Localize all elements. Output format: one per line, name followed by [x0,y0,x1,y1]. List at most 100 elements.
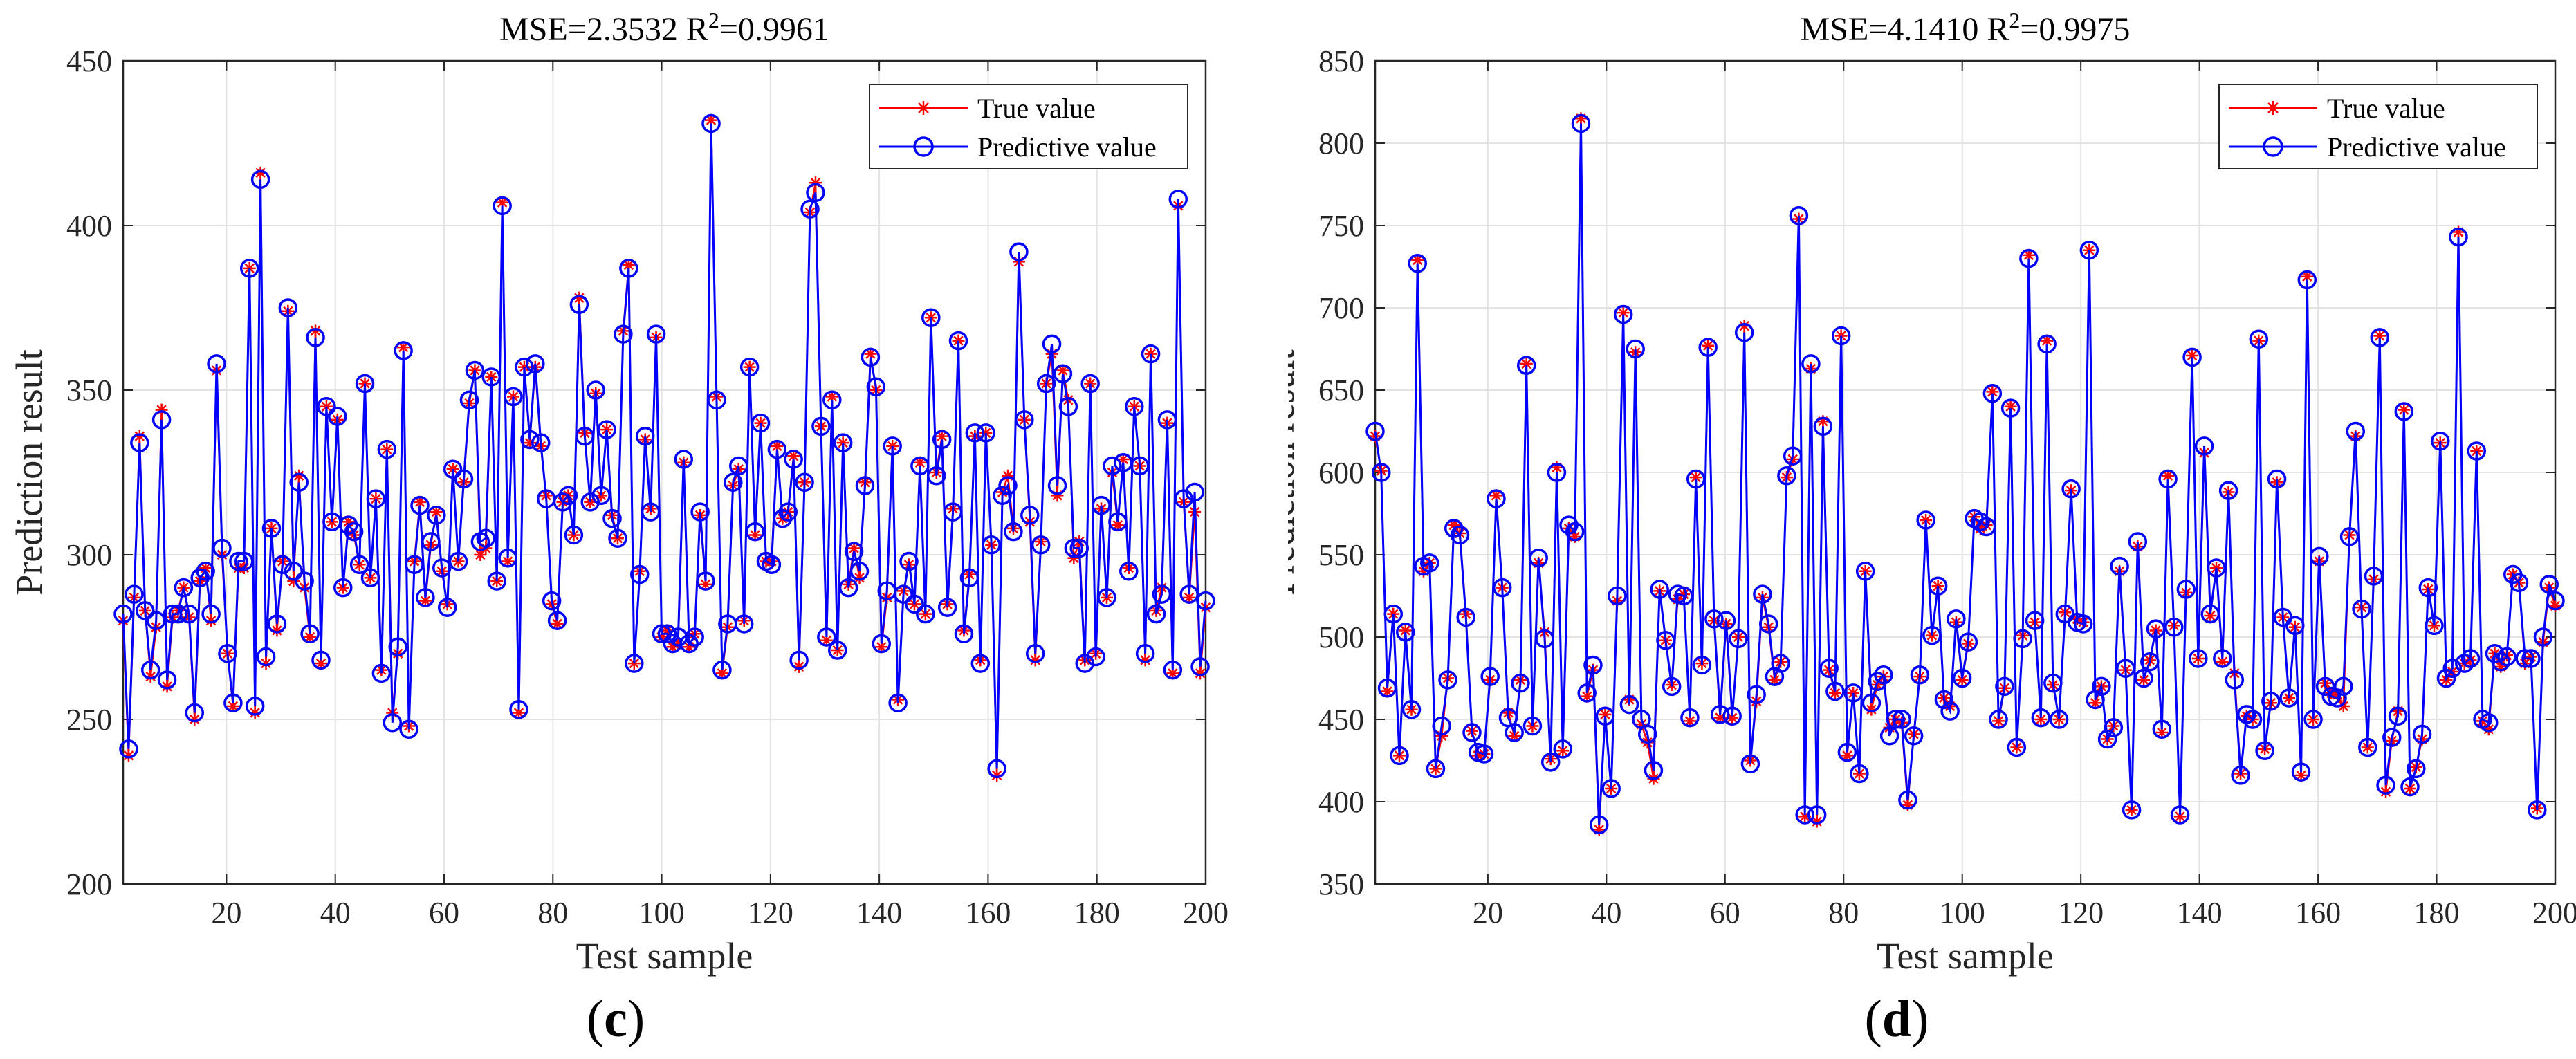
chart-d-pred-point [2467,441,2487,461]
chart-d-pred-point [2346,421,2366,441]
chart-c-pred-point [1168,190,1188,209]
chart-d-pred-point [1704,609,1724,629]
chart-d-x-axis-label: Test sample [1877,935,2054,977]
chart-d-x-tick-label: 60 [1710,896,1740,930]
chart-d-pred-point [2370,328,2390,347]
chart-d-pred-point [1910,665,1930,685]
chart-d-pred-point [1940,701,1960,721]
chart-c-pred-point [448,551,468,571]
chart-d-svg: 20 40 60 80 100 120 140 160 180 200 350 400 450 500 55… [1288,8,2576,977]
chart-d-pred-point [1747,685,1766,705]
chart-c-pred-point [932,430,952,450]
chart-c-true-point [864,347,877,360]
chart-d-pred-point [1650,580,1669,599]
chart-c-pred-point [509,699,528,719]
chart-d-pred-point [1583,655,1603,675]
chart-d-pred-point [1710,705,1730,724]
chart-d-pred-point [1553,739,1572,759]
chart-d-pred-point [2237,705,2256,724]
chart-d-pred-point [1577,683,1597,703]
chart-c-pred-point [465,360,485,380]
chart-c-pred-point [289,472,309,492]
chart-d-pred-point [1662,676,1682,697]
chart-d-pred-point [1535,629,1554,649]
panel-label-c: (c) [586,990,645,1048]
chart-d-pred-point [2140,652,2160,672]
chart-d-pred-point [1438,670,1457,690]
chart-c-pred-point [300,624,320,643]
chart-d-pred-point [1855,562,1875,581]
chart-c-pred-point [745,522,765,542]
chart-c-pred-point [476,528,496,548]
chart-d-pred-point [1729,629,1748,649]
chart-d-pred-point [1928,576,1948,596]
chart-d-y-axis-label: Prediction result [1288,349,1302,595]
chart-c-pred-point [515,357,534,377]
chart-c-pred-point [157,670,177,690]
chart-c-pred-point [674,450,694,469]
chart-c-pred-point [739,357,760,377]
chart-d-pred-point [2407,759,2426,779]
chart-c-pred-point [207,354,226,374]
chart-d-pred-point [1644,761,1664,780]
chart-c-pred-point [575,426,595,446]
chart-d-pred-point [1432,716,1451,736]
chart-c-pred-point [833,433,853,452]
chart-d-y-tick-label: 550 [1318,538,1364,572]
chart-c-pred-point [547,611,567,630]
chart-d-pred-point [2291,762,2311,782]
chart-c-pred-point [421,532,441,551]
chart-c-pred-point [531,433,551,452]
chart-d-pred-point [1686,469,1706,489]
chart-d-pred-point [1758,614,1778,634]
chart-d-pred-point [1371,463,1391,482]
chart-c-pred-point [151,410,172,430]
chart-d-pred-point [2170,805,2190,825]
chart-c-x-tick-label: 200 [1183,896,1229,930]
chart-d-pred-point [2400,777,2420,797]
chart-c-true-point [144,670,157,683]
chart-d-pred-point [2225,670,2245,690]
chart-c-pred-point [894,584,913,604]
chart-d-pred-point [1740,754,1760,774]
chart-c-pred-point [130,433,149,452]
chart-c-pred-point [838,578,858,598]
chart-d-pred-point [1626,339,1645,359]
chart-c-pred-point [806,183,825,203]
chart-d-pred-point [2243,710,2263,729]
chart-c-y-tick-label: 200 [66,867,112,901]
chart-d-pred-point [1958,632,1978,652]
chart-c-pred-point [883,436,902,456]
chart-c-pred-point [937,598,957,617]
chart-d-pred-point [2000,398,2021,418]
chart-c-pred-point [196,562,215,581]
chart-d-pred-point [2104,718,2124,737]
chart-c-pred-point [899,551,919,571]
chart-c-pred-point [125,584,144,604]
chart-c-pred-point [416,588,435,607]
chart-d-pred-point [2546,591,2565,611]
chart-d-x-tick-label: 160 [2295,896,2341,930]
chart-c-pred-point [437,598,457,617]
chart-c-pred-point [558,486,578,506]
chart-c-pred-point [239,259,259,278]
chart-d-x-tick-label: 180 [2414,896,2460,930]
chart-c-pred-point [767,439,787,459]
chart-c-pred-line [122,123,1207,769]
chart-d-pred-point [2218,481,2238,500]
chart-d-pred-point [1511,673,1530,693]
chart-d-pred-point [2073,614,2093,634]
chart-c-pred-point [119,739,138,759]
chart-d-pred-point [1505,723,1524,742]
chart-c-x-tick-label: 40 [320,896,351,930]
chart-d-pred-point [2122,800,2142,820]
chart-d-pred-point [2425,616,2444,636]
chart-c-x-tick-label: 180 [1074,896,1120,930]
chart-d-pred-point [2164,617,2184,637]
chart-c-pred-point [245,697,265,716]
chart-c-pred-point [377,439,397,459]
chart-c-pred-point [630,564,650,584]
chart-c-x-tick-label: 20 [211,896,241,930]
chart-d-pred-point [1934,690,1954,710]
chart-d-pred-point [2515,649,2535,668]
